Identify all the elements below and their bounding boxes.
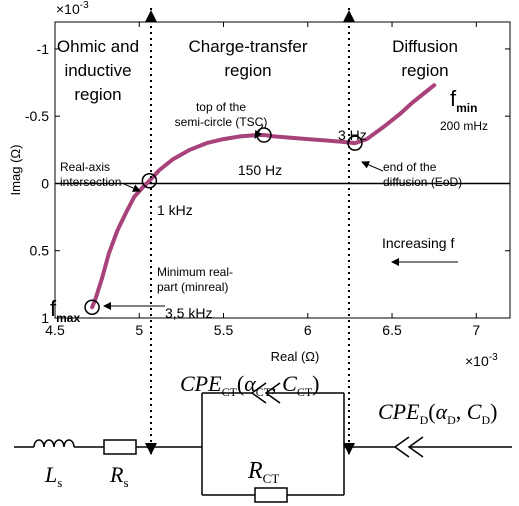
arrowhead-right-bottom (343, 443, 355, 455)
y-tick-label: 0 (41, 175, 49, 191)
region-charge-line2: region (224, 61, 271, 80)
annotation-eod-line2: diffusion (EoD) (383, 175, 462, 189)
x-tick-label: 7 (472, 322, 480, 338)
curve-markers (84, 127, 363, 315)
fmax-label: fmax (50, 296, 80, 325)
x-tick-label: 5 (135, 322, 143, 338)
cpe-ct-label: CPECT(αCT, CCT) (180, 371, 320, 399)
increasing-f-label: Increasing f (382, 235, 454, 251)
x-tick-label: 5.5 (214, 322, 234, 338)
annotation-eod-freq: 3 Hz (338, 127, 367, 143)
x-tick-label: 4.5 (45, 322, 65, 338)
cpe-d-label: CPED(αD, CD) (378, 399, 497, 427)
annotation-realaxis-line2: intersection (60, 175, 121, 189)
x-multiplier: ×10-3 (465, 352, 498, 369)
region-diffusion-line2: region (401, 61, 448, 80)
annotation-minreal-freq: 3,5 kHz (165, 305, 212, 321)
y-tick-label: 0.5 (30, 243, 50, 259)
inductor-label: Ls (44, 462, 62, 490)
inductor-coil (33, 439, 75, 448)
resistor-rct (254, 487, 288, 503)
annotation-minreal-line2: part (minreal) (157, 280, 228, 294)
region-ohmic-line3: region (74, 85, 121, 104)
fmin-label: fmin (450, 86, 477, 115)
annotation-realaxis-arrow (123, 183, 141, 192)
impedance-curve (90, 83, 437, 310)
y-tick-label: -1 (37, 41, 50, 57)
plot-frame (54, 21, 511, 319)
resistor-rs (103, 439, 137, 455)
annotation-tsc-freq: 150 Hz (238, 162, 282, 178)
fmin-freq: 200 mHz (440, 119, 488, 133)
y-axis-ticks: -1 -0.5 0 0.5 1 (25, 41, 510, 326)
y-multiplier: ×10-3 (56, 0, 89, 17)
annotation-tsc-arrow (254, 124, 264, 139)
resistor-rct-label: RCT (247, 458, 279, 486)
curve-marker (84, 299, 100, 315)
y-axis-label: Imag (Ω) (8, 145, 23, 196)
x-tick-label: 6 (304, 322, 312, 338)
annotation-realaxis-line1: Real-axis (60, 160, 110, 174)
arrowhead-left-top (145, 10, 157, 22)
annotation-tsc-line2: semi-circle (TSC) (175, 115, 268, 129)
region-charge-line1: Charge-transfer (188, 37, 307, 56)
x-axis-label: Real (Ω) (271, 349, 320, 364)
region-ohmic-line1: Ohmic and (57, 37, 139, 56)
annotation-eod-arrow (361, 161, 384, 172)
annotation-minreal-line1: Minimum real- (157, 265, 233, 279)
region-diffusion-line1: Diffusion (392, 37, 458, 56)
y-tick-label: 1 (41, 310, 49, 326)
annotation-realaxis-freq: 1 kHz (157, 202, 193, 218)
annotation-eod-line1: end of the (383, 160, 437, 174)
y-tick-label: -0.5 (25, 108, 49, 124)
x-tick-label: 6.5 (382, 322, 402, 338)
arrowhead-left-bottom (145, 443, 157, 455)
arrowhead-right-top (343, 10, 355, 22)
x-axis-ticks: 4.5 5 5.5 6 6.5 7 (45, 22, 480, 338)
curve-marker (347, 135, 363, 151)
region-ohmic-line2: inductive (64, 61, 131, 80)
curve-marker (141, 173, 158, 189)
equivalent-circuit (14, 382, 512, 503)
resistor-rs-label: Rs (109, 462, 129, 490)
annotation-tsc-line1: top of the (196, 100, 246, 114)
